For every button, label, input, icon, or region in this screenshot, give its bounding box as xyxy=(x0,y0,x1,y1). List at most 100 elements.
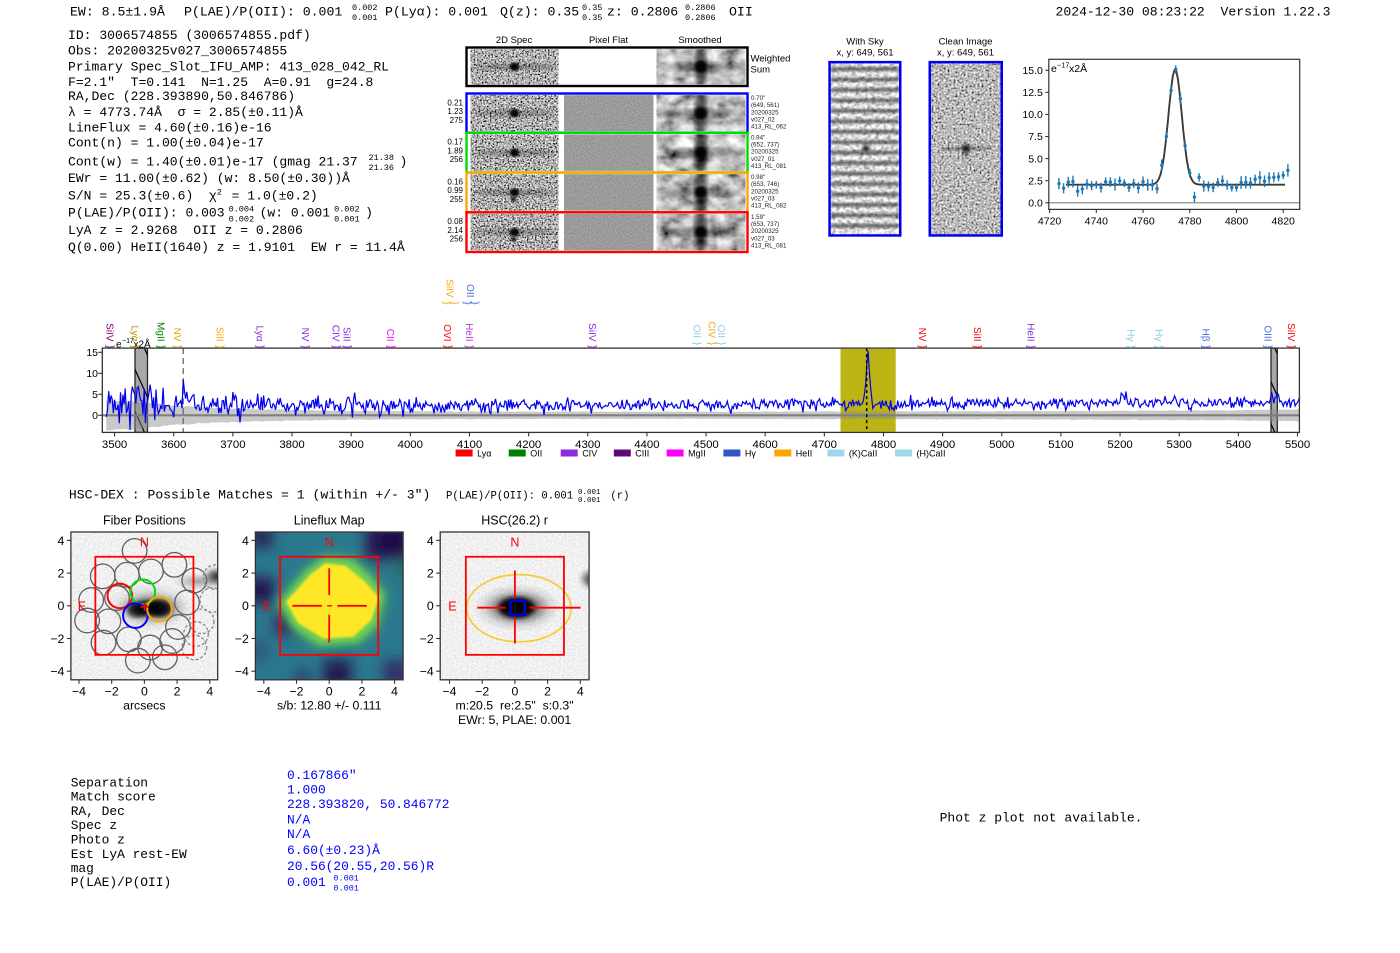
svg-text:Separation: Separation xyxy=(71,775,148,790)
svg-text:OII: OII xyxy=(530,448,542,458)
svg-text:7.5: 7.5 xyxy=(1028,131,1043,143)
svg-text:Phot z plot not available.: Phot z plot not available. xyxy=(940,811,1143,826)
svg-text:}: } xyxy=(1286,345,1297,349)
svg-text:413_RL_082: 413_RL_082 xyxy=(751,203,787,210)
svg-text:Est LyA rest-EW: Est LyA rest-EW xyxy=(71,847,187,862)
svg-text:0.001: 0.001 xyxy=(334,214,360,224)
svg-text:4: 4 xyxy=(206,684,213,698)
svg-text:2.5: 2.5 xyxy=(1028,175,1043,187)
svg-text:E: E xyxy=(263,600,271,614)
svg-text:SiIV: SiIV xyxy=(1285,323,1296,342)
svg-text:3600: 3600 xyxy=(161,439,186,451)
svg-text:Pixel Flat: Pixel Flat xyxy=(589,35,628,46)
svg-text:Smoothed: Smoothed xyxy=(678,35,721,46)
svg-text:}: } xyxy=(1262,345,1273,349)
svg-text:HSC(26.2) r: HSC(26.2) r xyxy=(481,514,548,528)
svg-text:4780: 4780 xyxy=(1178,216,1202,228)
svg-text:}: } xyxy=(330,345,341,349)
svg-text:21.36: 21.36 xyxy=(369,163,395,173)
svg-text:4500: 4500 xyxy=(693,439,718,451)
svg-text:0.0: 0.0 xyxy=(1028,198,1043,210)
svg-text:Photo z: Photo z xyxy=(71,833,125,848)
svg-text:arcsecs: arcsecs xyxy=(123,699,165,713)
svg-text:−2: −2 xyxy=(105,684,119,698)
svg-text:}: } xyxy=(172,345,183,349)
svg-text:2: 2 xyxy=(544,684,551,698)
svg-text:}: } xyxy=(441,301,452,305)
svg-text:4: 4 xyxy=(391,684,398,698)
svg-text:}: } xyxy=(254,345,265,349)
svg-text:3900: 3900 xyxy=(339,439,364,451)
svg-text:Hγ: Hγ xyxy=(1124,329,1135,341)
svg-text:}: } xyxy=(469,301,480,305)
svg-text:0.004: 0.004 xyxy=(229,205,255,215)
svg-text:2: 2 xyxy=(242,567,249,581)
svg-text:2: 2 xyxy=(58,567,65,581)
svg-text:Q(0.00) HeII(1640) z = 1.9101: Q(0.00) HeII(1640) z = 1.9101 EW r = 11.… xyxy=(68,240,405,255)
svg-text:(652, 737): (652, 737) xyxy=(751,142,779,149)
svg-text:SiIV: SiIV xyxy=(103,323,114,342)
svg-text:4400: 4400 xyxy=(634,439,659,451)
svg-text:−2: −2 xyxy=(420,632,434,646)
svg-text:20200325: 20200325 xyxy=(751,109,779,116)
svg-text:20200325: 20200325 xyxy=(751,188,779,195)
svg-text:−4: −4 xyxy=(442,684,456,698)
svg-text:SiIV: SiIV xyxy=(586,323,597,342)
svg-text:1.23: 1.23 xyxy=(447,107,463,116)
svg-text:20.56(20.55,20.56)R: 20.56(20.55,20.56)R xyxy=(287,859,434,874)
svg-text:RA, Dec: RA, Dec xyxy=(71,804,125,819)
svg-text:5.0: 5.0 xyxy=(1028,153,1043,165)
svg-text:(H)CaII: (H)CaII xyxy=(917,448,946,458)
svg-text:OVI: OVI xyxy=(441,324,452,341)
svg-text:(r): (r) xyxy=(604,491,629,503)
svg-text:0.001: 0.001 xyxy=(333,884,359,894)
svg-text:}: } xyxy=(917,345,928,349)
svg-text:0.94": 0.94" xyxy=(751,134,765,141)
svg-text:4900: 4900 xyxy=(930,439,955,451)
svg-text:3800: 3800 xyxy=(279,439,304,451)
svg-text:0.70": 0.70" xyxy=(751,95,765,102)
svg-text:256: 256 xyxy=(450,235,464,244)
svg-text:5300: 5300 xyxy=(1167,439,1192,451)
svg-text:): ) xyxy=(400,154,408,169)
svg-text:1.59": 1.59" xyxy=(751,214,765,221)
svg-text:0: 0 xyxy=(242,599,249,613)
svg-text:0: 0 xyxy=(511,684,518,698)
svg-text:RA,Dec (228.393890,50.846786): RA,Dec (228.393890,50.846786) xyxy=(68,89,295,104)
svg-text:}: } xyxy=(464,345,475,349)
svg-text:0.35: 0.35 xyxy=(582,13,602,23)
svg-text:−2: −2 xyxy=(50,632,64,646)
svg-text:4720: 4720 xyxy=(1038,216,1062,228)
svg-text:HSC-DEX : Possible Matches = 1: HSC-DEX : Possible Matches = 1 (within +… xyxy=(69,488,430,503)
svg-text:E: E xyxy=(78,600,86,614)
svg-text:N: N xyxy=(140,536,149,550)
svg-text:Hβ: Hβ xyxy=(1199,329,1210,342)
svg-text:256: 256 xyxy=(450,155,464,164)
svg-text:x, y: 649, 561: x, y: 649, 561 xyxy=(836,48,893,59)
svg-text:4300: 4300 xyxy=(575,439,600,451)
svg-text:−4: −4 xyxy=(257,684,271,698)
svg-text:0: 0 xyxy=(141,684,148,698)
svg-text:0.001: 0.001 xyxy=(578,489,601,497)
svg-text:Obs: 20200325v027_3006574855: Obs: 20200325v027_3006574855 xyxy=(68,44,287,59)
svg-text:15.0: 15.0 xyxy=(1022,65,1043,77)
svg-text:P(LAE)/P(OII): 0.003: P(LAE)/P(OII): 0.003 xyxy=(68,206,225,221)
svg-text:v027_03: v027_03 xyxy=(751,196,775,203)
svg-text:4: 4 xyxy=(577,684,584,698)
svg-text:OII: OII xyxy=(690,325,701,338)
svg-text:OII: OII xyxy=(715,325,726,338)
svg-text:15: 15 xyxy=(86,347,98,359)
svg-text:ID: 3006574855 (3006574855.pdf: ID: 3006574855 (3006574855.pdf) xyxy=(68,28,311,43)
svg-text:Clean Image: Clean Image xyxy=(939,37,993,48)
svg-text:−2: −2 xyxy=(475,684,489,698)
svg-text:Cont(n) = 1.00(±0.04)e-17: Cont(n) = 1.00(±0.04)e-17 xyxy=(68,136,264,151)
svg-text:}: } xyxy=(972,345,983,349)
svg-text:−4: −4 xyxy=(50,665,64,679)
svg-text:2: 2 xyxy=(174,684,181,698)
svg-text:2D Spec: 2D Spec xyxy=(496,35,533,46)
svg-text:4600: 4600 xyxy=(753,439,778,451)
svg-text:3500: 3500 xyxy=(102,439,127,451)
svg-text:NV: NV xyxy=(171,328,182,342)
svg-text:e: e xyxy=(116,340,122,351)
svg-text:0.002: 0.002 xyxy=(229,214,255,224)
